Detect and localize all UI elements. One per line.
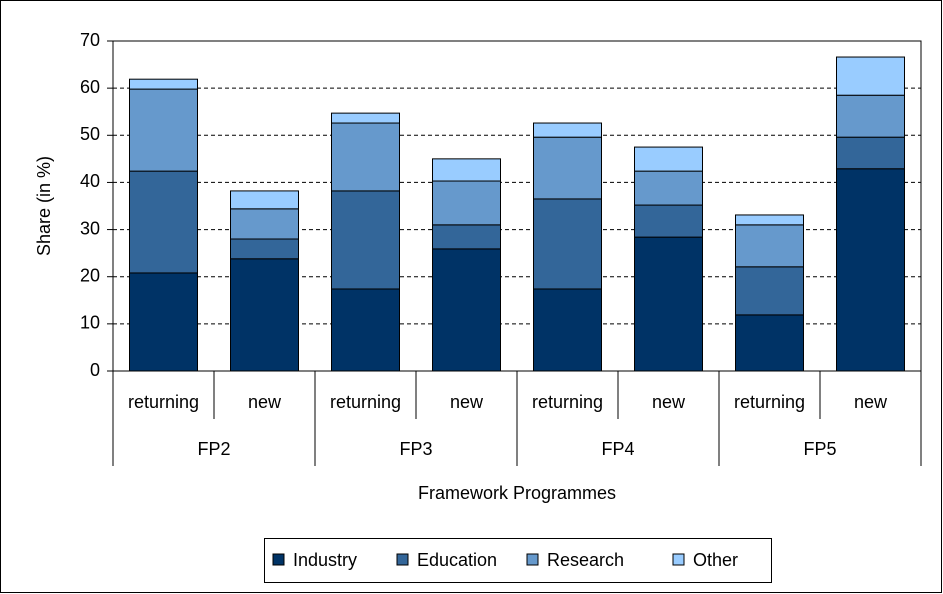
y-tick-label: 0 [90,360,100,380]
bar-segment [230,208,299,240]
y-tick-label: 20 [80,265,100,285]
legend-label: Industry [293,550,357,570]
legend-label: Research [547,550,624,570]
bar-segment [533,122,602,138]
bar-segment [432,224,501,250]
group-label: FP3 [399,439,432,459]
y-tick-label: 70 [80,30,100,50]
bar-segment [836,136,905,170]
bar-segment [735,266,804,316]
legend-label: Education [417,550,497,570]
bar-segment [735,314,804,372]
bar-segment [634,236,703,372]
x-axis-title: Framework Programmes [418,483,616,503]
bar-segment [836,168,905,372]
x-tick-label: new [854,392,888,412]
bar-segment [331,288,400,372]
bar-segment [533,136,602,200]
x-tick-label: returning [128,392,199,412]
bar-segment [836,56,905,96]
bar-segment [230,238,299,260]
bar-segment [533,288,602,372]
bar-segment [634,170,703,206]
bar-segment [735,214,804,226]
bar-segment [331,122,400,192]
y-axis-title: Share (in %) [34,156,54,256]
bar-segment [836,94,905,138]
legend-swatch [396,553,409,566]
legend-swatch [672,553,685,566]
bar-segment [230,258,299,372]
x-tick-label: returning [532,392,603,412]
legend-frame [264,538,772,583]
bar-segment [432,180,501,226]
bar-segment [331,112,400,124]
legend-label: Other [693,550,738,570]
x-tick-label: new [450,392,484,412]
x-tick-label: new [652,392,686,412]
y-tick-label: 10 [80,313,100,333]
bar-segment [432,248,501,372]
bar-segment [331,190,400,290]
group-label: FP2 [197,439,230,459]
legend-swatch [526,553,539,566]
bar-segment [533,198,602,290]
group-label: FP4 [601,439,634,459]
y-tick-label: 40 [80,171,100,191]
x-tick-label: returning [734,392,805,412]
y-tick-label: 50 [80,124,100,144]
bar-segment [129,170,198,274]
y-tick-label: 60 [80,77,100,97]
bar-segment [230,190,299,210]
bar-segment [432,158,501,182]
legend-swatch [272,553,285,566]
bar-segment [634,146,703,172]
bar-segment [129,88,198,172]
bar-segment [735,224,804,268]
bar-segment [129,78,198,90]
group-label: FP5 [803,439,836,459]
y-tick-label: 30 [80,218,100,238]
bar-segment [129,272,198,372]
x-tick-label: returning [330,392,401,412]
x-tick-label: new [248,392,282,412]
bar-segment [634,204,703,238]
